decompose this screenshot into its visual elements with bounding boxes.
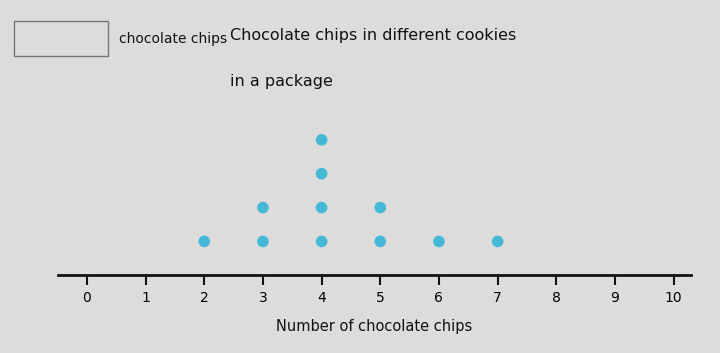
X-axis label: Number of chocolate chips: Number of chocolate chips (276, 318, 472, 334)
Text: Chocolate chips in different cookies: Chocolate chips in different cookies (230, 28, 517, 43)
Point (316, 137, 328, 143)
Point (316, 205, 328, 210)
Text: in a package: in a package (230, 74, 333, 89)
Point (374, 239, 386, 244)
Point (257, 239, 269, 244)
Point (374, 205, 386, 210)
Point (492, 239, 503, 244)
Point (199, 239, 210, 244)
Text: chocolate chips: chocolate chips (119, 32, 227, 46)
Point (433, 239, 445, 244)
Point (316, 239, 328, 244)
Point (316, 171, 328, 176)
Point (257, 205, 269, 210)
